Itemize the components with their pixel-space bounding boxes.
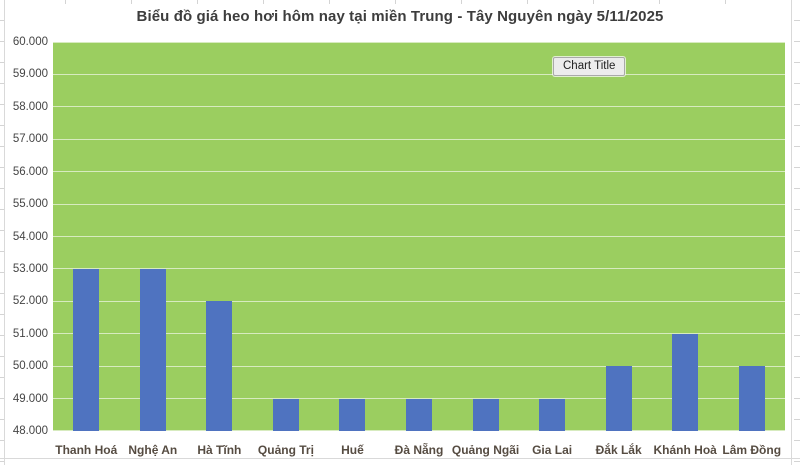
gridline (53, 300, 785, 302)
gridline (53, 106, 785, 108)
x-axis-category-label: Thanh Hoá (55, 443, 118, 457)
y-axis-tick-label: 54.000 (12, 230, 48, 243)
y-axis-tick-label: 52.000 (12, 295, 48, 308)
gridline (53, 398, 785, 400)
gridline (53, 236, 785, 237)
y-axis-tick-label: 55.000 (12, 198, 48, 211)
y-axis-tick-label: 51.000 (12, 327, 48, 340)
x-axis-category-label: Quảng Ngãi (451, 443, 520, 457)
plot-area[interactable] (53, 42, 785, 431)
chart-title: Biểu đồ giá heo hơi hôm nay tại miền Tru… (136, 8, 664, 25)
x-axis-category-label: Lâm Đồng (722, 443, 782, 457)
x-axis-category-label: Gia Lai (532, 443, 573, 457)
y-axis-tick-label: 49.000 (12, 392, 48, 405)
gridline (53, 203, 785, 205)
x-axis-category-label: Đắk Lắk (595, 443, 642, 457)
y-axis-tick-label: 58.000 (12, 100, 48, 113)
y-axis-tick-label: 57.000 (12, 133, 48, 146)
x-axis-category-label: Nghệ An (128, 443, 178, 457)
sheet-gridline-right (791, 0, 792, 465)
bar-huế[interactable] (339, 398, 366, 431)
x-axis-category-label: Đà Nẵng (394, 443, 444, 457)
y-axis-tick-label: 53.000 (12, 262, 48, 275)
bar-lâm-đồng[interactable] (738, 366, 765, 431)
y-axis-tick-label: 56.000 (12, 165, 48, 178)
y-axis-tick-label: 50.000 (12, 360, 48, 373)
bar-đà-nẵng[interactable] (406, 398, 432, 431)
x-axis-category-label: Huế (341, 443, 364, 457)
sheet-column-gridline-ticks (0, 0, 800, 4)
bar-thanh-hoá[interactable] (73, 268, 100, 431)
y-axis-tick-label: 48.000 (12, 425, 48, 437)
x-axis-category-label: Quảng Trị (257, 443, 314, 457)
bar-quảng-ngãi[interactable] (472, 398, 499, 431)
gridline (53, 268, 785, 270)
gridline (53, 42, 785, 43)
sheet-gridline-left (4, 0, 5, 465)
gridline (53, 171, 785, 173)
x-axis-category-label: Hà Tĩnh (197, 443, 242, 457)
bar-khánh-hoà[interactable] (672, 333, 699, 431)
bar-nghệ-an[interactable] (139, 268, 166, 431)
y-axis-tick-label: 59.000 (12, 68, 48, 81)
sheet-gridline-bottom (0, 458, 800, 459)
bar-gia-lai[interactable] (539, 398, 566, 431)
bar-quảng-trị[interactable] (272, 398, 299, 431)
gridline (53, 73, 785, 75)
sheet-row-gridline-ticks-right (794, 0, 800, 465)
y-axis-tick-label: 60.000 (12, 36, 48, 48)
gridline (53, 365, 785, 367)
gridline (53, 138, 785, 140)
bar-hà-tĩnh[interactable] (206, 301, 233, 431)
x-axis-category-label: Khánh Hoà (653, 443, 717, 457)
gridline (53, 333, 785, 335)
sheet-row-gridline-ticks-left (0, 0, 4, 465)
chart-title-tooltip: Chart Title (553, 57, 626, 76)
bar-đắk-lắk[interactable] (605, 366, 632, 431)
